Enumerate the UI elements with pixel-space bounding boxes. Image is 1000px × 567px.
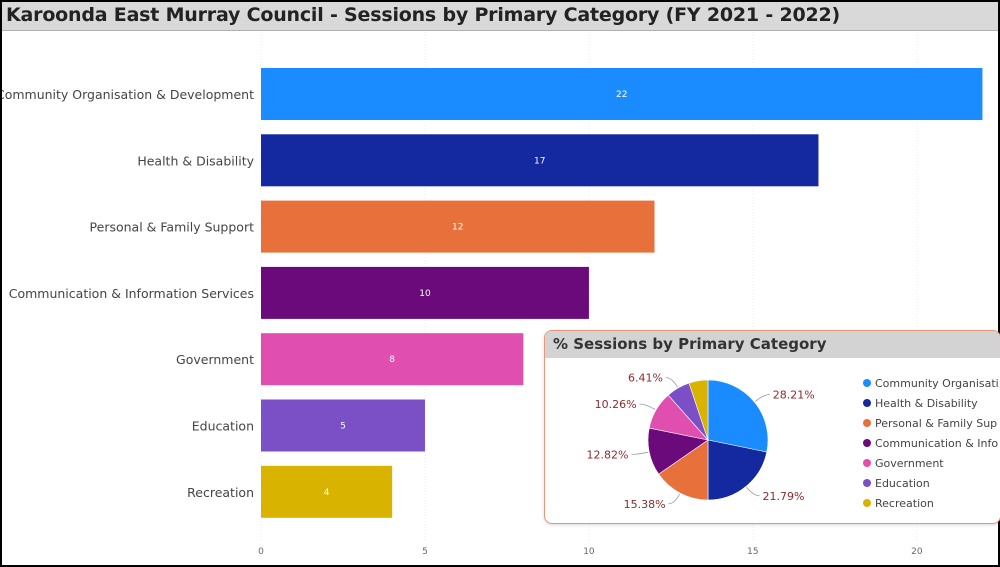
pie-chart-card[interactable]: % Sessions by Primary Category 28.21% 21.… xyxy=(544,330,1000,524)
legend-item[interactable]: Health & Disability xyxy=(863,393,998,413)
bar-value-label: 4 xyxy=(324,488,330,498)
legend-marker xyxy=(863,479,871,487)
legend-label: Community Organisati... xyxy=(875,376,998,390)
bar[interactable] xyxy=(261,266,589,319)
x-tick-label: 10 xyxy=(583,547,595,557)
legend-marker xyxy=(863,399,871,407)
bar-value-label: 10 xyxy=(419,289,431,299)
bar-value-label: 12 xyxy=(452,223,463,233)
bar-value-label: 17 xyxy=(534,156,545,166)
legend-marker xyxy=(863,439,871,447)
pie-value-label: 6.41% xyxy=(628,372,663,385)
legend-label: Government xyxy=(875,456,944,470)
pie-value-label: 28.21% xyxy=(773,388,815,401)
legend-marker xyxy=(863,459,871,467)
pie-leader-line xyxy=(668,493,681,505)
pie-value-label: 15.38% xyxy=(624,498,666,511)
category-label: Recreation xyxy=(187,485,254,500)
bar[interactable] xyxy=(261,333,524,386)
pie-slice[interactable] xyxy=(707,439,768,501)
legend-item[interactable]: Education xyxy=(863,473,998,493)
pie-value-label: 10.26% xyxy=(595,398,637,411)
pie-value-label: 12.82% xyxy=(587,448,629,461)
pie-leader-line xyxy=(631,451,649,455)
legend-item[interactable]: Community Organisati... xyxy=(863,373,998,393)
pie-chart-title: % Sessions by Primary Category xyxy=(553,335,827,353)
pie-leader-line xyxy=(755,394,770,402)
legend-marker xyxy=(863,379,871,387)
pie-slice[interactable] xyxy=(658,439,709,501)
x-tick-label: 20 xyxy=(911,547,923,557)
report-header: Karoonda East Murray Council - Sessions … xyxy=(2,2,998,31)
legend-item[interactable]: Personal & Family Sup... xyxy=(863,413,998,433)
bar[interactable] xyxy=(261,465,393,518)
pie-value-label: 21.79% xyxy=(763,490,805,503)
x-tick-label: 15 xyxy=(747,547,758,557)
legend-label: Recreation xyxy=(875,496,934,510)
category-label: Personal & Family Support xyxy=(90,220,255,235)
bar[interactable] xyxy=(261,200,655,253)
legend-item[interactable]: Government xyxy=(863,453,998,473)
category-label: Health & Disability xyxy=(137,153,254,168)
legend-label: Personal & Family Sup... xyxy=(875,416,998,430)
bar-value-label: 5 xyxy=(340,422,346,432)
category-label: Government xyxy=(176,352,254,367)
pie-leader-line xyxy=(639,403,656,410)
pie-slice[interactable] xyxy=(688,379,709,441)
x-tick-label: 5 xyxy=(422,547,428,557)
x-tick-label: 0 xyxy=(258,547,264,557)
bar[interactable] xyxy=(261,68,983,120)
sessions-pie-chart: 28.21% 21.79% 15.38% 12.82% 10.26% 6.41% xyxy=(587,372,815,511)
legend-label: Health & Disability xyxy=(875,396,978,410)
pie-leader-line xyxy=(746,487,760,497)
legend-item[interactable]: Communication & Info... xyxy=(863,433,998,453)
legend-label: Education xyxy=(875,476,930,490)
legend-label: Communication & Info... xyxy=(875,436,998,450)
pie-legend: Community Organisati... Health & Disabili… xyxy=(863,373,998,513)
pie-chart-header: % Sessions by Primary Category xyxy=(545,331,1000,358)
category-label: Education xyxy=(192,419,254,434)
bar-value-label: 22 xyxy=(616,90,627,100)
bar-value-label: 8 xyxy=(389,355,395,365)
pie-leader-line xyxy=(665,377,678,388)
legend-marker xyxy=(863,419,871,427)
legend-marker xyxy=(863,499,871,507)
bar[interactable] xyxy=(261,399,425,452)
pie-slice[interactable] xyxy=(707,379,769,453)
legend-item[interactable]: Recreation xyxy=(863,493,998,513)
category-label: Community Organisation & Development xyxy=(2,87,254,102)
bar[interactable] xyxy=(261,134,819,187)
category-label: Communication & Information Services xyxy=(9,286,254,301)
report-title: Karoonda East Murray Council - Sessions … xyxy=(6,4,841,26)
